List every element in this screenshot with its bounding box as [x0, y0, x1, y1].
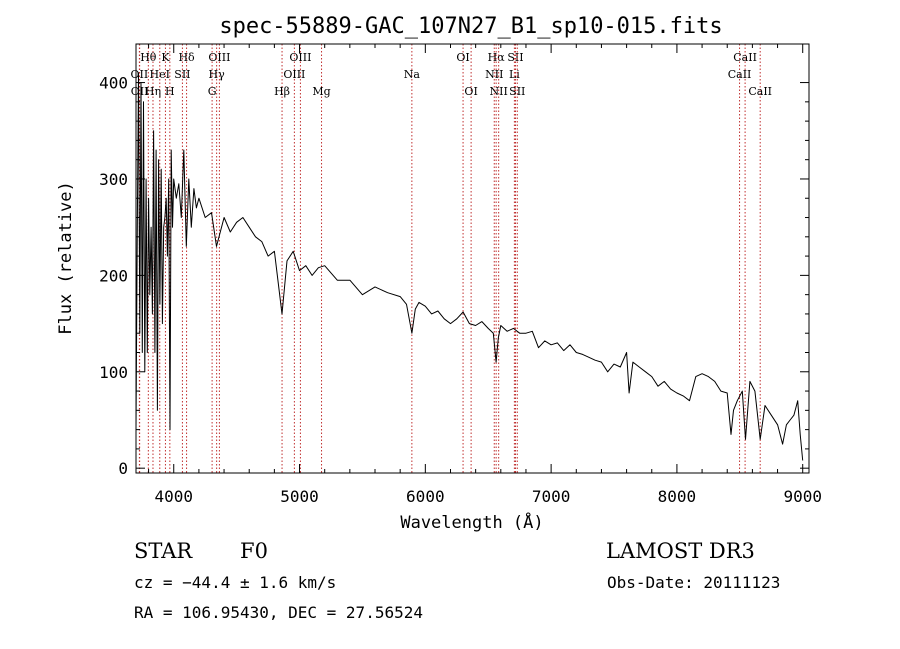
- spectral-line-label: Hβ: [274, 85, 290, 98]
- spectral-line-label: OII: [131, 68, 149, 81]
- spectral-line-label: HeI: [150, 68, 170, 81]
- spectral-line-label: K: [161, 51, 170, 64]
- spectral-line-label: Hθ: [140, 51, 157, 64]
- spectral-line-label: Hδ: [178, 51, 195, 64]
- x-tick-label: 4000: [154, 487, 193, 506]
- object-subclass: F0: [240, 539, 268, 563]
- x-tick-label: 5000: [280, 487, 319, 506]
- spectral-line-label: Na: [404, 68, 421, 81]
- spectral-line-label: SII: [174, 68, 190, 81]
- y-axis: 0 100 200 300 400: [99, 74, 809, 478]
- spectral-line-label: Hη: [145, 85, 161, 98]
- spectral-line-label: Mg: [312, 85, 330, 98]
- y-tick-label: 200: [99, 266, 128, 285]
- spectral-line-label: G: [208, 85, 217, 98]
- x-axis: 4000 5000 6000 7000 8000 9000: [148, 44, 822, 506]
- spectral-line-label: SII: [509, 85, 525, 98]
- x-axis-label: Wavelength (Å): [400, 511, 543, 533]
- y-tick-label: 400: [99, 74, 128, 93]
- spectral-line-label: Li: [509, 68, 520, 81]
- spectral-line-label: CaII: [733, 51, 757, 64]
- spectral-line-label: OI: [456, 51, 469, 64]
- object-class: STAR: [134, 539, 193, 563]
- spectral-line-label: OII: [131, 85, 149, 98]
- y-tick-label: 100: [99, 363, 128, 382]
- y-tick-label: 0: [118, 459, 128, 478]
- spectral-line-label: SII: [507, 51, 523, 64]
- y-axis-label: Flux (relative): [56, 181, 76, 335]
- spectral-line-label: H: [165, 85, 175, 98]
- spectral-line-label: CaII: [748, 85, 772, 98]
- survey-name: LAMOST DR3: [606, 539, 755, 563]
- spectral-line-label: OIII: [208, 51, 230, 64]
- redshift-cz: cz = −44.4 ± 1.6 km/s: [134, 573, 337, 592]
- spectral-line-label: NII: [485, 68, 503, 81]
- x-tick-label: 6000: [406, 487, 445, 506]
- spectral-line-label: Hα: [488, 51, 506, 64]
- ra-dec: RA = 106.95430, DEC = 27.56524: [134, 603, 423, 622]
- x-tick-label: 8000: [658, 487, 697, 506]
- spectral-line-label: OIII: [289, 51, 311, 64]
- plot-frame: [135, 43, 810, 474]
- chart-title: spec-55889-GAC_107N27_B1_sp10-015.fits: [219, 14, 722, 39]
- spectral-lines-layer: Hθ OII OII K HeI Hη SII H Hδ OIII Hγ G OIII OIII Hβ Mg N…: [131, 44, 772, 473]
- spectral-line-label: CaII: [728, 68, 752, 81]
- x-tick-label: 7000: [532, 487, 571, 506]
- spectral-line-label: OI: [464, 85, 477, 98]
- spectral-line-label: OIII: [283, 68, 305, 81]
- flux-series-line: [135, 72, 804, 461]
- obs-date: Obs-Date: 20111123: [607, 573, 781, 592]
- spectral-line-label: Hγ: [209, 68, 226, 81]
- spectral-line-label: NII: [490, 85, 508, 98]
- y-tick-label: 300: [99, 170, 128, 189]
- x-tick-label: 9000: [783, 487, 822, 506]
- flux-series-layer: [135, 72, 804, 461]
